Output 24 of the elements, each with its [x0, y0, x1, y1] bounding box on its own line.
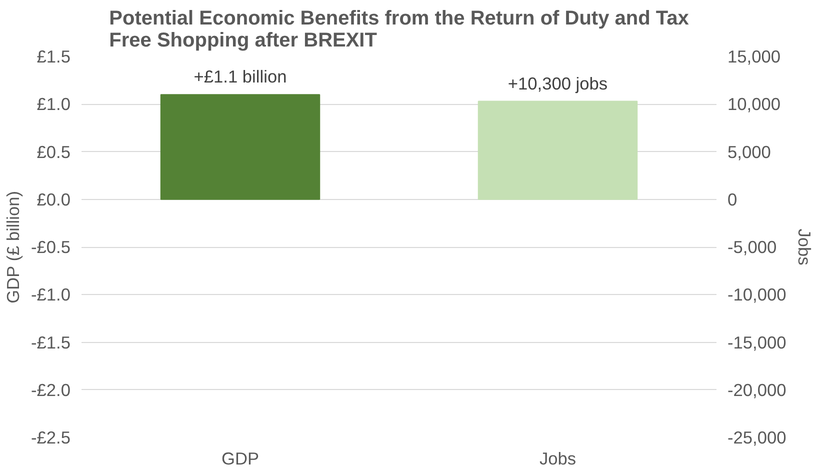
y-tick-label: -£2.0	[31, 380, 71, 400]
data-label: +10,300 jobs	[508, 73, 608, 94]
y-tick-label: -£2.5	[31, 428, 71, 448]
y-tick-label: £0.0	[36, 189, 71, 210]
chart-title: Potential Economic Benefits from the Return of Duty and Tax Free Shopping after BREXIT	[109, 8, 689, 52]
y-tick-label: -£0.5	[31, 237, 71, 257]
y-axis-title: GDP (£ billion)	[3, 190, 24, 304]
x-tick-label: GDP	[221, 448, 260, 468]
y2-tick-label: 0	[728, 189, 738, 210]
y-tick-label: £1.0	[36, 94, 71, 114]
y2-tick-label: 10,000	[728, 94, 780, 114]
y2-tick-label: 15,000	[728, 46, 780, 66]
y2-tick-label: -5,000	[728, 237, 777, 257]
y2-tick-label: -10,000	[728, 284, 786, 305]
y2-tick-label: -25,000	[728, 428, 786, 448]
y-tick-label: £1.5	[36, 46, 71, 66]
y-tick-label: -£1.0	[31, 284, 71, 305]
y2-axis-title: Jobs	[794, 228, 814, 266]
y2-tick-label: 5,000	[728, 142, 771, 162]
y-tick-label: -£1.5	[31, 332, 71, 352]
y-tick-label: £0.5	[36, 142, 71, 162]
data-label: +£1.1 billion	[194, 66, 287, 87]
y2-tick-label: -20,000	[728, 380, 786, 400]
y2-tick-label: -15,000	[728, 332, 786, 352]
